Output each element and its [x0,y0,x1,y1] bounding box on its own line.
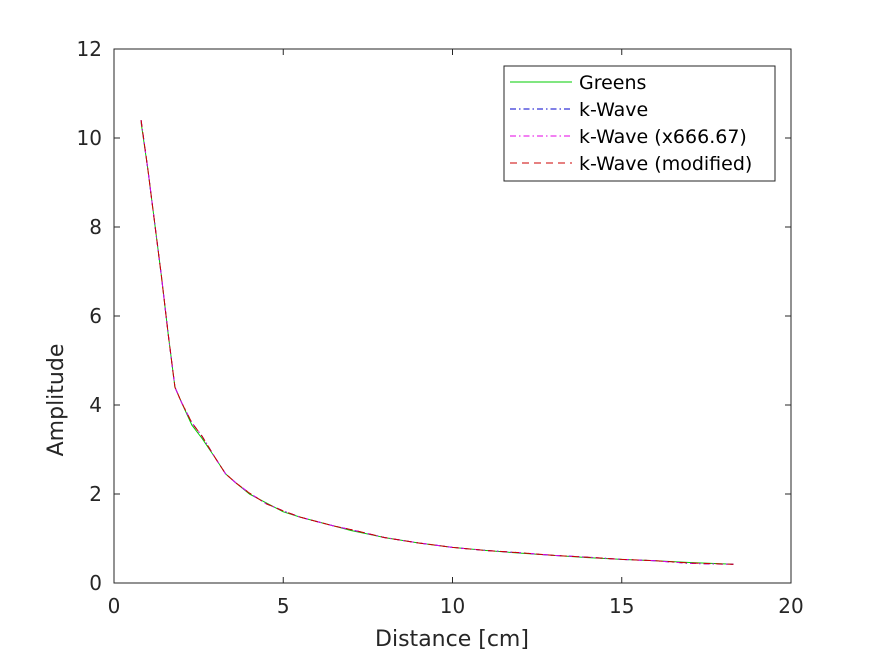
legend-label-k-wave-scaled: k-Wave (x666.67) [579,126,747,148]
series-line-k-wave-modified [140,120,734,565]
y-tick-label: 0 [89,571,102,595]
x-tick-label: 5 [277,594,290,618]
legend-box [503,65,776,182]
legend-label-k-wave-modified: k-Wave (modified) [579,153,752,175]
x-tick-label: 15 [609,594,634,618]
y-tick-label: 2 [89,482,102,506]
x-axis-label: Distance [cm] [375,627,529,652]
x-tick-label: 10 [440,594,465,618]
series-layer [140,120,734,565]
x-tick-label: 0 [108,594,121,618]
x-tick-label: 20 [778,594,803,618]
tick-labels: 0 5 10 15 20 0 2 4 6 8 10 12 [77,37,804,618]
y-tick-label: 8 [89,215,102,239]
y-tick-label: 12 [77,37,102,61]
legend: Greens k-Wave k-Wave (x666.67) k-Wave (m… [503,65,776,182]
y-axis-label: Amplitude [44,344,69,457]
legend-label-greens: Greens [579,72,646,94]
y-tick-label: 6 [89,304,102,328]
y-tick-label: 4 [89,393,102,417]
axes-box [113,48,792,584]
y-tick-label: 10 [77,126,102,150]
legend-label-k-wave: k-Wave [579,99,648,121]
